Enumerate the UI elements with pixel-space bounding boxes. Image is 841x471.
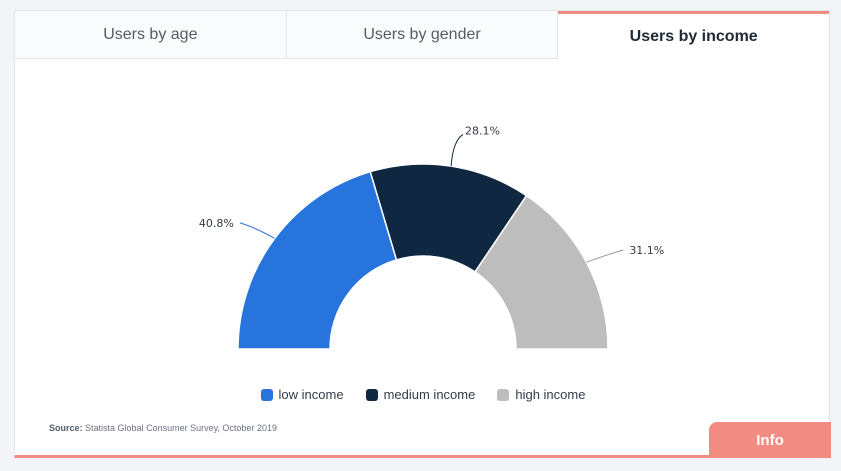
legend-label: medium income (383, 387, 476, 402)
slice-high-income[interactable] (473, 194, 609, 350)
chart-card: Users by age Users by gender Users by in… (14, 10, 831, 458)
chart-legend: low income medium income high income (15, 387, 831, 402)
legend-item-medium-income[interactable]: medium income (365, 387, 476, 402)
leader-line-low-income (239, 222, 275, 239)
source-label: Source: (49, 423, 83, 433)
leader-line-high-income (586, 249, 624, 263)
tab-users-by-gender[interactable]: Users by gender (286, 11, 559, 59)
leader-line-medium-income (450, 134, 464, 167)
slice-low-income[interactable] (237, 170, 398, 350)
tab-users-by-income[interactable]: Users by income (558, 11, 830, 59)
legend-swatch (260, 388, 273, 401)
semi-donut-chart: 40.8% 28.1% 31.1% (199, 124, 664, 350)
source-text: Statista Global Consumer Survey, October… (85, 423, 277, 433)
legend-label: high income (515, 387, 586, 402)
tab-bar: Users by age Users by gender Users by in… (15, 11, 830, 59)
data-label-low-income: 40.8% (199, 217, 234, 230)
legend-swatch (365, 388, 378, 401)
source-note: Source: Statista Global Consumer Survey,… (49, 423, 277, 433)
legend-item-low-income[interactable]: low income (260, 387, 344, 402)
info-button[interactable]: Info (709, 422, 831, 458)
tab-users-by-age[interactable]: Users by age (15, 11, 287, 59)
data-label-high-income: 31.1% (629, 244, 664, 257)
legend-swatch (497, 388, 510, 401)
data-label-medium-income: 28.1% (465, 124, 500, 137)
legend-label: low income (278, 387, 344, 402)
legend-item-high-income[interactable]: high income (497, 387, 585, 402)
